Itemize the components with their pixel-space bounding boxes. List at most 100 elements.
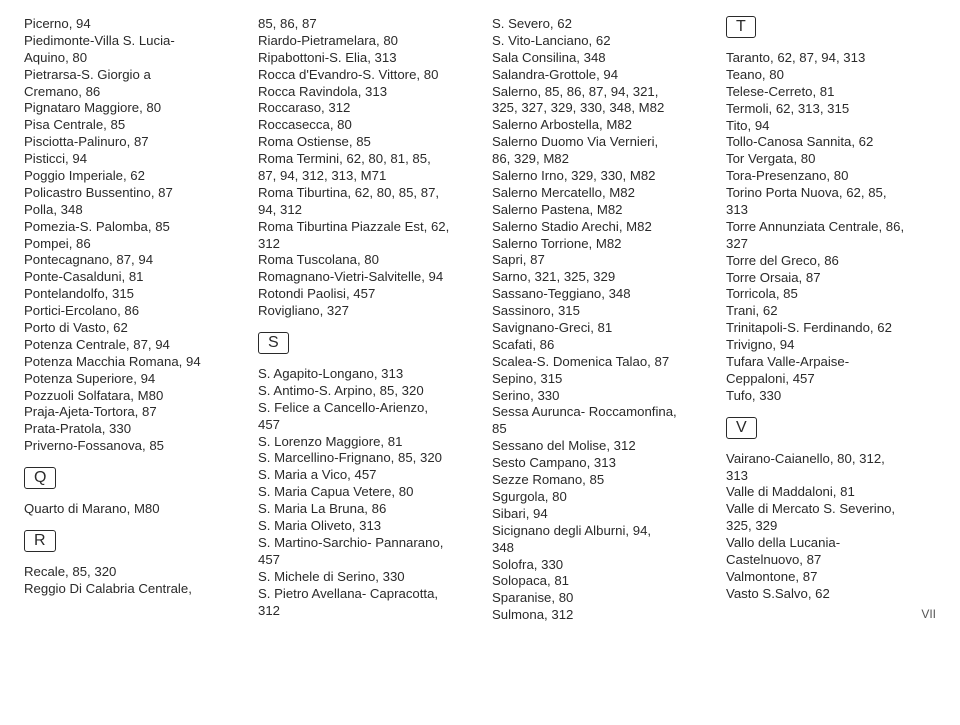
index-entry: Pontecagnano, 87, 94 xyxy=(24,252,234,269)
index-entry: Sassano-Teggiano, 348 xyxy=(492,286,702,303)
entries-before-q: Picerno, 94Piedimonte-Villa S. Lucia-Aqu… xyxy=(24,16,234,455)
index-entry: Taranto, 62, 87, 94, 313 xyxy=(726,50,936,67)
index-entry: Pietrarsa-S. Giorgio a xyxy=(24,67,234,84)
index-entry: S. Marcellino-Frignano, 85, 320 xyxy=(258,450,468,467)
index-entry: S. Maria Oliveto, 313 xyxy=(258,518,468,535)
column-4: T Taranto, 62, 87, 94, 313Teano, 80Teles… xyxy=(726,16,936,621)
index-entry: Porto di Vasto, 62 xyxy=(24,320,234,337)
index-entry: 312 xyxy=(258,236,468,253)
index-entry: Sepino, 315 xyxy=(492,371,702,388)
index-entry: Sarno, 321, 325, 329 xyxy=(492,269,702,286)
index-entry: Roma Ostiense, 85 xyxy=(258,134,468,151)
entries-t: Taranto, 62, 87, 94, 313Teano, 80Telese-… xyxy=(726,50,936,405)
letter-q-heading: Q xyxy=(24,467,56,489)
index-entry: Valle di Maddaloni, 81 xyxy=(726,484,936,501)
index-entry: Torre del Greco, 86 xyxy=(726,253,936,270)
index-entry: Potenza Superiore, 94 xyxy=(24,371,234,388)
index-entry: Potenza Centrale, 87, 94 xyxy=(24,337,234,354)
index-entry: Ponte-Casalduni, 81 xyxy=(24,269,234,286)
index-entry: 313 xyxy=(726,468,936,485)
index-entry: Praja-Ajeta-Tortora, 87 xyxy=(24,404,234,421)
index-entry: Valle di Mercato S. Severino, xyxy=(726,501,936,518)
index-entry: Sesto Campano, 313 xyxy=(492,455,702,472)
index-entry: Potenza Macchia Romana, 94 xyxy=(24,354,234,371)
index-entry: Torre Orsaia, 87 xyxy=(726,270,936,287)
index-entry: Pomezia-S. Palomba, 85 xyxy=(24,219,234,236)
index-entry: Rovigliano, 327 xyxy=(258,303,468,320)
index-entry: 348 xyxy=(492,540,702,557)
index-entry: Salandra-Grottole, 94 xyxy=(492,67,702,84)
index-entry: Trinitapoli-S. Ferdinando, 62 xyxy=(726,320,936,337)
index-entry: Tufo, 330 xyxy=(726,388,936,405)
index-entry: Salerno, 85, 86, 87, 94, 321, xyxy=(492,84,702,101)
index-entry: Policastro Bussentino, 87 xyxy=(24,185,234,202)
index-entry: 85, 86, 87 xyxy=(258,16,468,33)
index-entry: Vasto S.Salvo, 62 xyxy=(726,586,936,603)
index-entry: S. Maria La Bruna, 86 xyxy=(258,501,468,518)
index-entry: Pisticci, 94 xyxy=(24,151,234,168)
letter-v-heading: V xyxy=(726,417,757,439)
index-entry: Roccasecca, 80 xyxy=(258,117,468,134)
index-entry: Vallo della Lucania- xyxy=(726,535,936,552)
index-entry: Priverno-Fossanova, 85 xyxy=(24,438,234,455)
index-entry: 313 xyxy=(726,202,936,219)
index-entry: Rocca Ravindola, 313 xyxy=(258,84,468,101)
index-entry: 327 xyxy=(726,236,936,253)
index-entry: S. Severo, 62 xyxy=(492,16,702,33)
index-entry: 85 xyxy=(492,421,702,438)
index-entry: Roma Tiburtina Piazzale Est, 62, xyxy=(258,219,468,236)
index-entry: Roma Tuscolana, 80 xyxy=(258,252,468,269)
index-entry: 87, 94, 312, 313, M71 xyxy=(258,168,468,185)
index-entry: S. Lorenzo Maggiore, 81 xyxy=(258,434,468,451)
index-entry: Sgurgola, 80 xyxy=(492,489,702,506)
index-entry: Salerno Pastena, M82 xyxy=(492,202,702,219)
index-entry: Termoli, 62, 313, 315 xyxy=(726,101,936,118)
index-entry: Tor Vergata, 80 xyxy=(726,151,936,168)
letter-t-heading: T xyxy=(726,16,756,38)
index-entry: S. Michele di Serino, 330 xyxy=(258,569,468,586)
index-entry: Rocca d'Evandro-S. Vittore, 80 xyxy=(258,67,468,84)
column-2: 85, 86, 87Riardo-Pietramelara, 80Ripabot… xyxy=(258,16,468,619)
index-entry: Trivigno, 94 xyxy=(726,337,936,354)
index-entry: Teano, 80 xyxy=(726,67,936,84)
index-entry: 94, 312 xyxy=(258,202,468,219)
index-entry: Serino, 330 xyxy=(492,388,702,405)
index-entry: Pompei, 86 xyxy=(24,236,234,253)
entries-v: Vairano-Caianello, 80, 312,313Valle di M… xyxy=(726,451,936,603)
index-entry: Sibari, 94 xyxy=(492,506,702,523)
column-1: Picerno, 94Piedimonte-Villa S. Lucia-Aqu… xyxy=(24,16,234,598)
index-entry: Rotondi Paolisi, 457 xyxy=(258,286,468,303)
index-entry: 312 xyxy=(258,603,468,620)
index-entry: Salerno Duomo Via Vernieri, xyxy=(492,134,702,151)
index-entry: Roma Tiburtina, 62, 80, 85, 87, xyxy=(258,185,468,202)
index-entry: Telese-Cerreto, 81 xyxy=(726,84,936,101)
index-entry: Piedimonte-Villa S. Lucia- xyxy=(24,33,234,50)
index-entry: 325, 329 xyxy=(726,518,936,535)
index-entry: Sessa Aurunca- Roccamonfina, xyxy=(492,404,702,421)
page-number: VII xyxy=(921,607,936,621)
index-columns: Picerno, 94Piedimonte-Villa S. Lucia-Aqu… xyxy=(24,16,936,624)
index-entry: Polla, 348 xyxy=(24,202,234,219)
index-entry: Salerno Torrione, M82 xyxy=(492,236,702,253)
index-entry: Vairano-Caianello, 80, 312, xyxy=(726,451,936,468)
index-entry: Romagnano-Vietri-Salvitelle, 94 xyxy=(258,269,468,286)
index-entry: Castelnuovo, 87 xyxy=(726,552,936,569)
index-entry: Riardo-Pietramelara, 80 xyxy=(258,33,468,50)
index-entry: Sessano del Molise, 312 xyxy=(492,438,702,455)
index-entry: Sapri, 87 xyxy=(492,252,702,269)
column-3: S. Severo, 62S. Vito-Lanciano, 62Sala Co… xyxy=(492,16,702,624)
index-entry: Trani, 62 xyxy=(726,303,936,320)
index-entry: Ceppaloni, 457 xyxy=(726,371,936,388)
letter-s-heading: S xyxy=(258,332,289,354)
index-entry: Pontelandolfo, 315 xyxy=(24,286,234,303)
index-entry: Reggio Di Calabria Centrale, xyxy=(24,581,234,598)
index-entry: S. Antimo-S. Arpino, 85, 320 xyxy=(258,383,468,400)
index-entry: Quarto di Marano, M80 xyxy=(24,501,234,518)
index-entry: Scalea-S. Domenica Talao, 87 xyxy=(492,354,702,371)
letter-r-heading: R xyxy=(24,530,56,552)
index-entry: Pisa Centrale, 85 xyxy=(24,117,234,134)
index-entry: Recale, 85, 320 xyxy=(24,564,234,581)
entries-r: Recale, 85, 320Reggio Di Calabria Centra… xyxy=(24,564,234,598)
index-entry: 325, 327, 329, 330, 348, M82 xyxy=(492,100,702,117)
index-entry: Pignataro Maggiore, 80 xyxy=(24,100,234,117)
